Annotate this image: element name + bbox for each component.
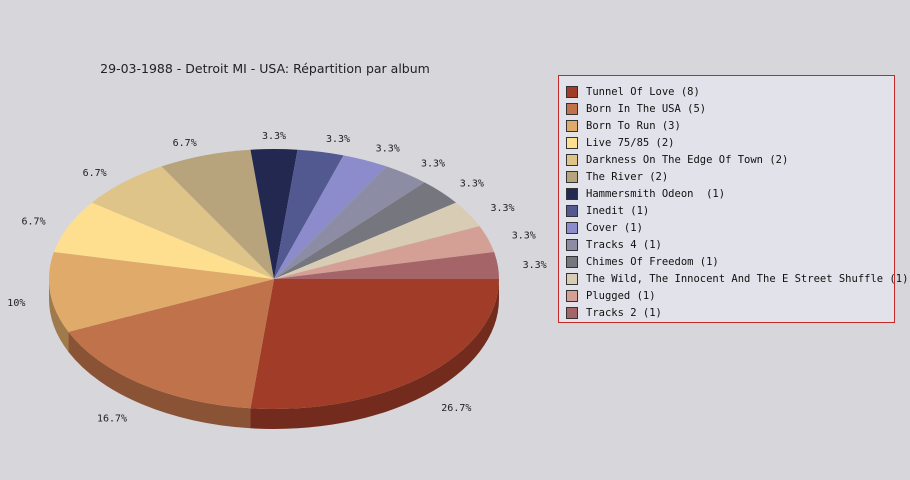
pie-slice-4 xyxy=(91,166,274,279)
pie-slice-9 xyxy=(274,166,425,279)
pie-label-6: 3.3% xyxy=(262,131,286,142)
pie-slice-1 xyxy=(68,279,274,409)
pie-label-2: 10% xyxy=(7,298,25,309)
legend-swatch xyxy=(566,289,578,302)
legend-label: Tracks 2 (1) xyxy=(586,306,662,319)
legend-swatch xyxy=(566,204,578,217)
pie-label-11: 3.3% xyxy=(491,203,515,214)
legend-item: Chimes Of Freedom (1) xyxy=(566,253,894,270)
pie-label-12: 3.3% xyxy=(512,231,536,242)
pie-slice-12 xyxy=(274,226,495,279)
legend-label: Live 75/85 (2) xyxy=(586,136,675,149)
pie-sides xyxy=(49,279,499,429)
pie-slice-11 xyxy=(274,202,480,279)
pie-slice-7 xyxy=(274,149,344,279)
legend-label: Hammersmith Odeon (1) xyxy=(586,187,726,200)
legend-item: The River (2) xyxy=(566,168,894,185)
legend-item: The Wild, The Innocent And The E Street … xyxy=(566,270,908,287)
legend-swatch xyxy=(566,136,578,149)
legend-label: Born To Run (3) xyxy=(586,119,681,132)
pie-slice-13 xyxy=(274,251,499,279)
pie-label-0: 26.7% xyxy=(441,403,471,414)
legend-item: Hammersmith Odeon (1) xyxy=(566,185,894,202)
legend-item: Darkness On The Edge Of Town (2) xyxy=(566,151,894,168)
legend-item: Cover (1) xyxy=(566,219,894,236)
legend-label: Chimes Of Freedom (1) xyxy=(586,255,719,268)
legend-swatch xyxy=(566,119,578,132)
legend-swatch xyxy=(566,153,578,166)
legend-label: Cover (1) xyxy=(586,221,643,234)
legend-item: Inedit (1) xyxy=(566,202,894,219)
legend-swatch xyxy=(566,306,578,319)
legend-label: Born In The USA (5) xyxy=(586,102,707,115)
legend-swatch xyxy=(566,255,578,268)
legend-label: Inedit (1) xyxy=(586,204,650,217)
pie-label-4: 6.7% xyxy=(83,168,107,179)
legend: Tunnel Of Love (8) Born In The USA (5) Bor… xyxy=(558,75,908,323)
pie-side-2 xyxy=(49,279,69,352)
pie-labels: 26.7% 16.7% 10% 6.7% 6.7% 6.7% 3.3% 3.3% 3.3% 3.3… xyxy=(7,131,546,425)
legend-swatch xyxy=(566,238,578,251)
pie-side-0 xyxy=(250,279,499,429)
pie-slices xyxy=(48,149,499,409)
pie-slice-6 xyxy=(250,149,298,279)
legend-item: Born To Run (3) xyxy=(566,117,894,134)
pie-slice-3 xyxy=(53,202,274,279)
legend-item: Tracks 4 (1) xyxy=(566,236,894,253)
pie-slice-0 xyxy=(250,279,499,409)
legend-item: Tunnel Of Love (8) xyxy=(566,83,894,100)
pie-side-1 xyxy=(68,331,251,429)
pie-label-8: 3.3% xyxy=(376,143,400,154)
legend-item: Tracks 2 (1) xyxy=(566,304,894,321)
pie-slice-5 xyxy=(161,149,274,279)
pie-label-10: 3.3% xyxy=(460,179,484,190)
pie-label-9: 3.3% xyxy=(421,159,445,170)
legend-swatch xyxy=(566,221,578,234)
chart-title: 29-03-1988 - Detroit MI - USA: Répartiti… xyxy=(100,61,430,76)
legend-swatch xyxy=(566,272,578,285)
legend-swatch xyxy=(566,170,578,183)
legend-swatch xyxy=(566,102,578,115)
legend-item: Plugged (1) xyxy=(566,287,894,304)
legend-label: The Wild, The Innocent And The E Street … xyxy=(586,272,909,285)
pie-label-3: 6.7% xyxy=(22,216,46,227)
pie-label-13: 3.3% xyxy=(523,260,547,271)
pie-label-1: 16.7% xyxy=(97,414,127,425)
legend-swatch xyxy=(566,187,578,200)
legend-item: Live 75/85 (2) xyxy=(566,134,894,151)
legend-item: Born In The USA (5) xyxy=(566,100,894,117)
pie-slice-10 xyxy=(274,182,457,279)
pie-slice-8 xyxy=(274,155,387,279)
legend-label: The River (2) xyxy=(586,170,669,183)
legend-label: Tunnel Of Love (8) xyxy=(586,85,700,98)
legend-swatch xyxy=(566,85,578,98)
legend-label: Darkness On The Edge Of Town (2) xyxy=(586,153,789,166)
pie-label-7: 3.3% xyxy=(326,134,350,145)
pie-slice-2 xyxy=(48,251,274,332)
legend-label: Tracks 4 (1) xyxy=(586,238,662,251)
pie-label-5: 6.7% xyxy=(173,138,197,149)
legend-label: Plugged (1) xyxy=(586,289,656,302)
